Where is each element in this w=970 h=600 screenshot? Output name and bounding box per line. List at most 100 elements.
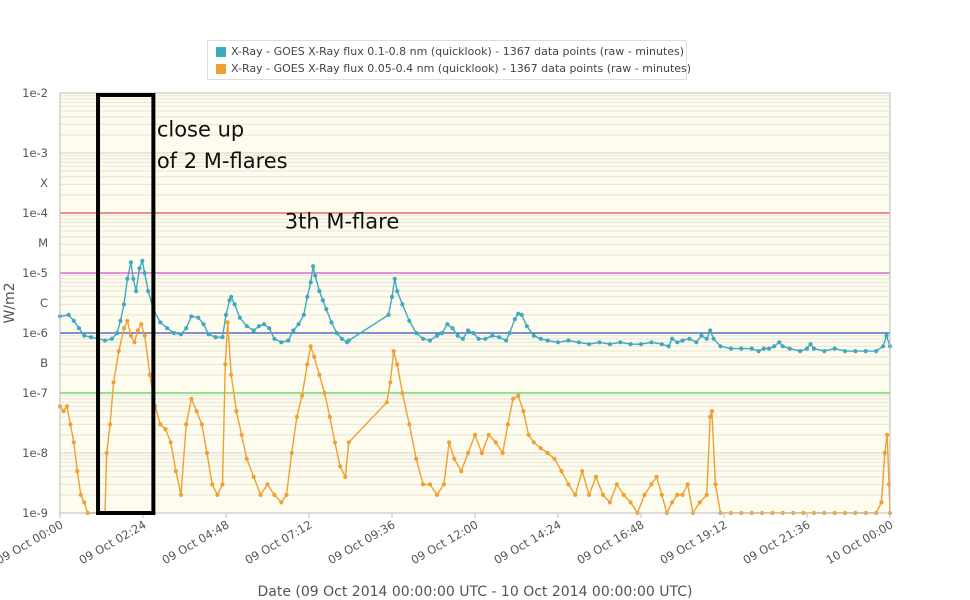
series-point-1 <box>215 492 220 497</box>
series-point-1 <box>538 446 543 451</box>
y-axis-ticks: 1e-2 1e-3 X 1e-4 M 1e-5 C 1e-6 B 1e-7 1e-8 1e-9 <box>22 86 48 520</box>
series-point-0 <box>822 349 827 354</box>
y-axis-title: W/m2 <box>2 282 18 323</box>
x-tick-label: 09 Oct 00:00 <box>0 517 65 567</box>
x-tick-label: 09 Oct 09:36 <box>326 517 398 567</box>
series-point-1 <box>573 492 578 497</box>
y-tick-label: 1e-2 <box>22 86 48 100</box>
series-point-0 <box>184 326 189 331</box>
y-tick-label: 1e-7 <box>22 386 48 400</box>
series-point-0 <box>708 328 713 333</box>
series-point-1 <box>486 432 491 437</box>
series-point-1 <box>472 432 478 437</box>
series-point-0 <box>115 330 120 336</box>
series-point-0 <box>519 312 524 317</box>
series-point-1 <box>427 482 433 487</box>
series-point-0 <box>780 344 785 349</box>
series-point-1 <box>452 456 457 461</box>
series-point-0 <box>178 332 184 337</box>
series-point-1 <box>111 380 116 385</box>
series-point-1 <box>675 492 680 497</box>
series-point-1 <box>82 500 87 505</box>
x-axis-title: Date (09 Oct 2014 00:00:00 UTC - 10 Oct … <box>258 584 693 600</box>
series-point-1 <box>343 474 348 479</box>
series-point-1 <box>697 500 702 505</box>
y-tick-label: 1e-6 <box>22 326 48 340</box>
series-point-1 <box>545 450 550 456</box>
series-point-0 <box>450 326 455 331</box>
series-point-0 <box>279 340 284 345</box>
series-point-1 <box>199 422 204 427</box>
series-point-0 <box>445 322 450 327</box>
series-point-0 <box>89 335 94 340</box>
series-point-0 <box>772 344 777 349</box>
series-point-1 <box>708 414 713 419</box>
series-point-1 <box>121 326 127 331</box>
series-point-0 <box>607 342 613 347</box>
series-point-0 <box>109 336 114 341</box>
series-point-0 <box>201 322 206 327</box>
series-point-0 <box>670 336 675 341</box>
series-point-0 <box>229 294 234 299</box>
series-point-0 <box>261 322 267 327</box>
series-point-0 <box>597 340 602 345</box>
series-point-0 <box>863 349 868 354</box>
series-point-0 <box>427 338 433 343</box>
minor-gridlines <box>60 95 890 496</box>
series-point-1 <box>649 482 654 487</box>
series-point-1 <box>272 492 277 497</box>
series-point-0 <box>237 315 242 320</box>
series-point-0 <box>392 276 397 281</box>
series-point-0 <box>251 328 256 333</box>
annotation-text: close up <box>157 117 244 141</box>
series-point-1 <box>104 450 109 456</box>
plot-background <box>60 93 890 513</box>
series-point-1 <box>414 456 419 461</box>
series-point-0 <box>649 340 654 345</box>
series-point-0 <box>490 333 495 338</box>
series-point-0 <box>666 344 671 349</box>
series-point-1 <box>184 422 189 427</box>
series-point-0 <box>842 349 848 354</box>
series-point-1 <box>289 450 294 456</box>
series-point-1 <box>505 422 510 427</box>
series-point-0 <box>466 328 471 333</box>
annotation-text: 3th M-flare <box>285 210 399 234</box>
series-point-0 <box>301 312 306 317</box>
series-point-0 <box>118 318 123 323</box>
series-point-0 <box>421 336 426 341</box>
series-point-0 <box>232 302 237 307</box>
series-point-1 <box>395 362 400 367</box>
series-point-1 <box>125 318 130 323</box>
annotation-layer: close up of 2 M-flares 3th M-flare <box>157 117 399 233</box>
series-point-1 <box>516 393 521 398</box>
series-point-0 <box>189 314 194 319</box>
series-point-1 <box>654 474 659 479</box>
series-point-0 <box>798 349 803 354</box>
series-point-1 <box>61 409 66 414</box>
series-point-1 <box>531 440 536 445</box>
annotation-text: of 2 M-flares <box>157 149 288 173</box>
series-point-0 <box>121 302 127 307</box>
series-point-1 <box>407 422 412 427</box>
series-point-0 <box>659 342 664 347</box>
series-point-0 <box>329 320 334 325</box>
series-point-0 <box>320 298 325 303</box>
series-point-0 <box>680 338 685 343</box>
series-point-0 <box>407 318 412 323</box>
series-point-0 <box>272 336 277 341</box>
series-point-0 <box>516 311 521 316</box>
series-point-0 <box>400 302 405 307</box>
series-point-1 <box>135 328 140 333</box>
series-point-0 <box>507 330 512 336</box>
series-point-0 <box>220 335 225 340</box>
series-point-0 <box>296 322 301 327</box>
series-point-1 <box>71 440 76 445</box>
series-point-1 <box>670 500 675 505</box>
series-point-0 <box>483 336 488 341</box>
series-point-0 <box>687 336 692 341</box>
x-tick-label: 09 Oct 14:24 <box>492 517 564 567</box>
series-point-1 <box>142 333 147 338</box>
series-point-1 <box>305 362 310 367</box>
series-point-1 <box>223 362 228 367</box>
